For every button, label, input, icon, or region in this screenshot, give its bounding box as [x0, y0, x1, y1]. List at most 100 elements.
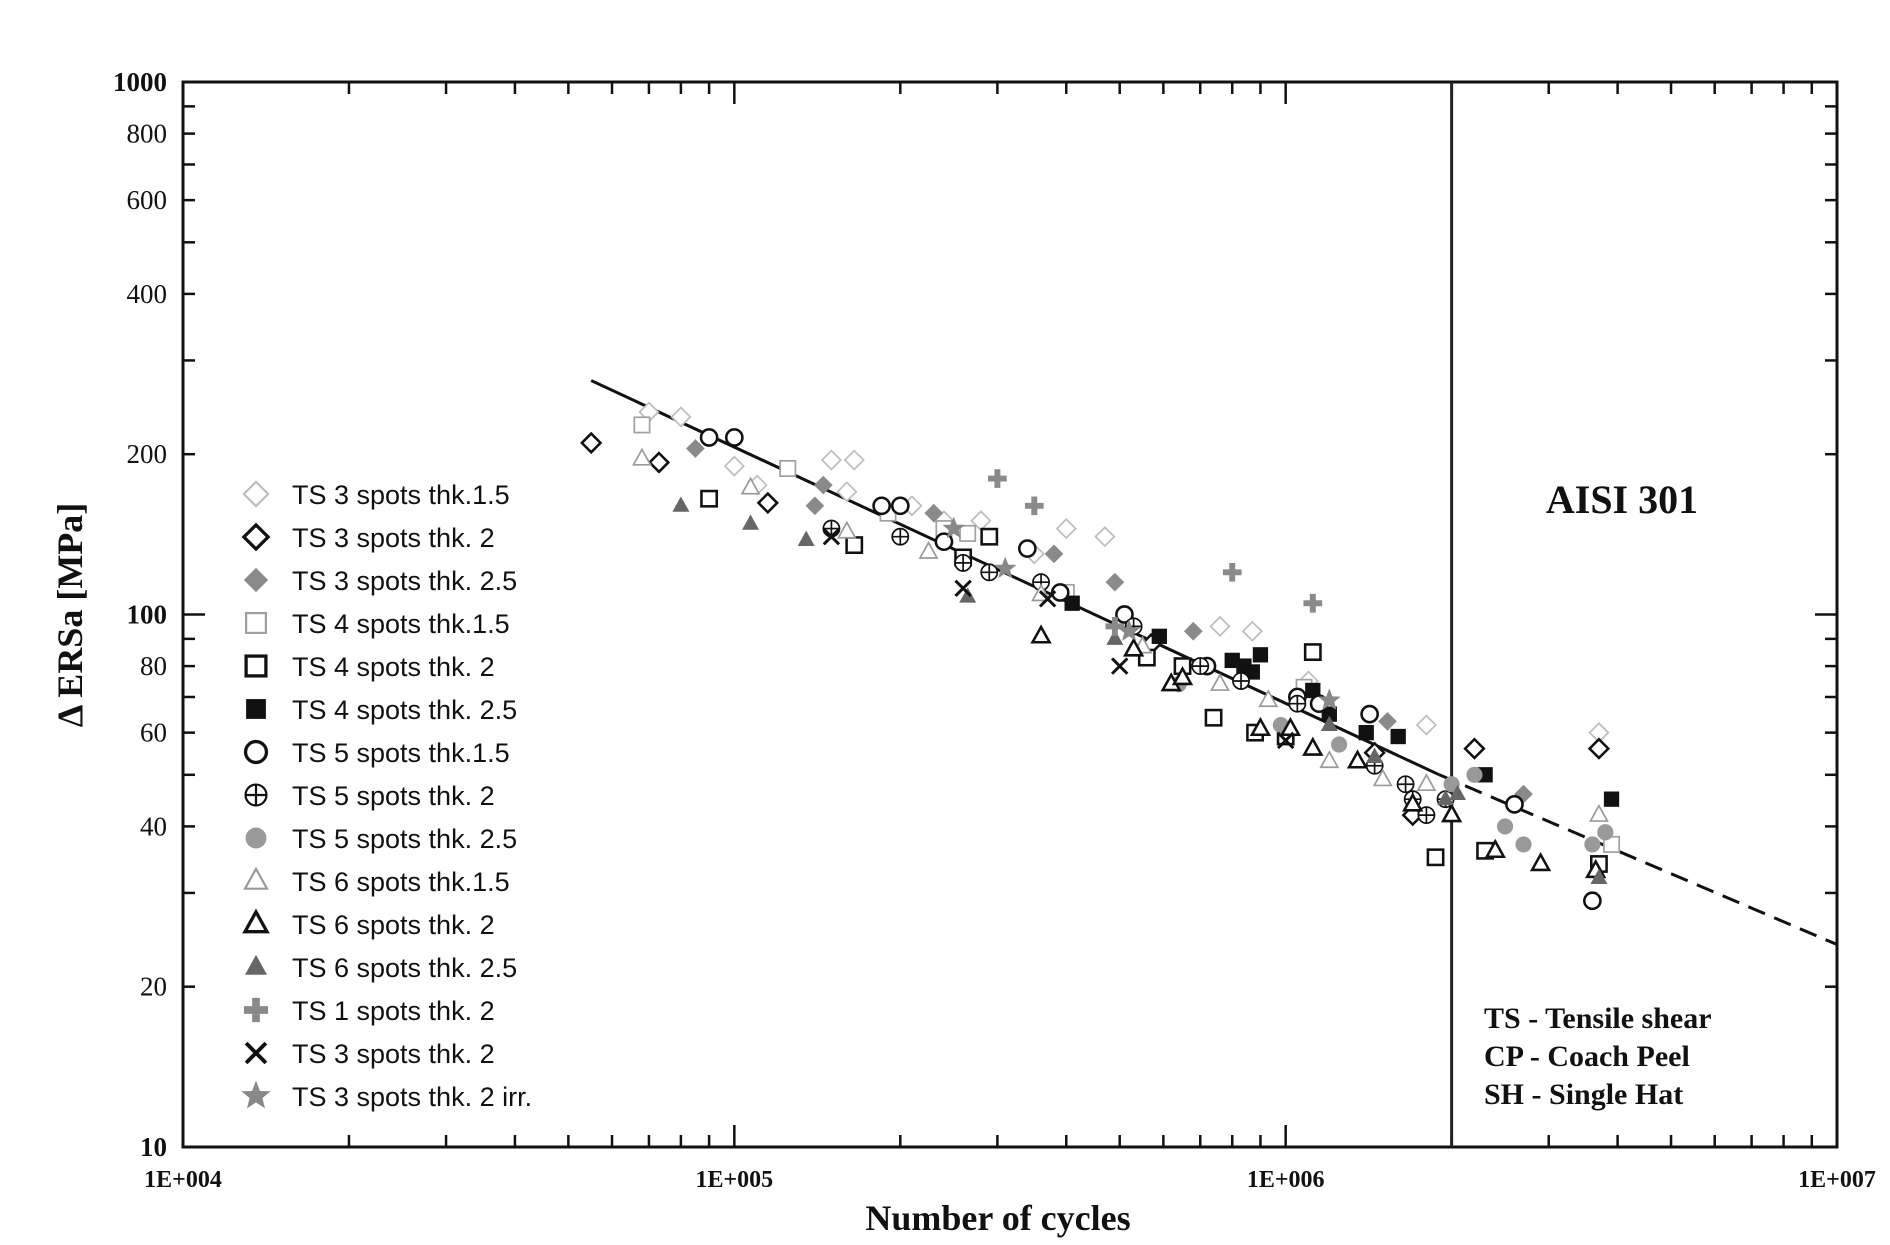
data-point: [872, 496, 891, 516]
data-point: [1583, 891, 1602, 911]
data-point: [1303, 593, 1323, 613]
legend-marker: [246, 699, 266, 719]
data-point: [757, 492, 779, 514]
data-point: [797, 530, 815, 546]
legend-marker: [242, 480, 270, 508]
data-point: [670, 406, 692, 428]
legend-label: TS 1 spots thk. 2: [292, 996, 495, 1026]
x-tick-labels: 1E+004 1E+005 1E+006 1E+007: [144, 1167, 1876, 1193]
series-1: [638, 401, 1610, 743]
legend-marker: [244, 1041, 268, 1065]
legend-marker: [242, 523, 270, 551]
data-point: [980, 563, 999, 582]
data-point: [1094, 526, 1116, 547]
data-point: [1018, 539, 1037, 558]
legend-label: TS 6 spots thk. 2.5: [292, 953, 517, 983]
data-point: [724, 428, 744, 447]
legend-label: TS 3 spots thk. 2: [292, 1039, 495, 1069]
data-point: [836, 481, 858, 502]
x-tick-label: 1E+007: [1798, 1167, 1876, 1193]
legend-marker: [245, 954, 267, 975]
data-point: [822, 519, 841, 538]
legend-item: TS 4 spots thk. 2.5: [246, 695, 517, 725]
data-point: [1303, 737, 1323, 756]
legend-item: TS 5 spots thk. 2.5: [245, 824, 517, 854]
data-point: [699, 428, 719, 447]
data-point: [805, 496, 825, 516]
data-point: [1288, 694, 1307, 713]
legend-item: TS 6 spots thk. 2.5: [245, 953, 517, 983]
extrapolation-line: [1438, 773, 1838, 946]
data-point: [632, 448, 652, 466]
data-point: [779, 460, 797, 478]
data-point: [1505, 795, 1524, 814]
data-point: [890, 496, 910, 516]
data-point: [845, 536, 864, 555]
note-sh: SH - Single Hat: [1484, 1078, 1683, 1111]
data-point: [1222, 562, 1242, 582]
data-point: [1378, 712, 1397, 731]
data-point: [980, 527, 999, 546]
legend-marker: [244, 654, 268, 678]
data-point: [580, 432, 602, 454]
y-tick-label: 1000: [113, 67, 167, 97]
x-axis-title: Number of cycles: [865, 1198, 1130, 1238]
legend-marker: [245, 827, 267, 849]
fit-line: [590, 379, 1440, 777]
y-tick-label: 200: [127, 439, 168, 469]
series-5: [700, 489, 1608, 873]
data-point: [1466, 766, 1483, 783]
data-point: [1105, 572, 1125, 592]
series-15: [942, 516, 1341, 710]
legend-marker: [243, 739, 269, 765]
data-point: [988, 469, 1007, 488]
data-point: [1331, 736, 1348, 753]
legend-item: TS 5 spots thk.1.5: [243, 738, 510, 768]
material-label: AISI 301: [1546, 477, 1698, 522]
x-tick-label: 1E+006: [1247, 1167, 1325, 1193]
data-point: [1252, 647, 1269, 663]
data-point: [1515, 836, 1532, 853]
data-point: [724, 455, 745, 477]
data-point: [837, 521, 857, 539]
data-point: [648, 451, 670, 474]
data-point: [1110, 656, 1129, 676]
legend-item: TS 4 spots thk. 2: [244, 652, 495, 682]
legend-label: TS 4 spots thk. 2.5: [292, 695, 517, 725]
legend-marker: [243, 567, 269, 593]
data-point: [1597, 824, 1614, 841]
legend-label: TS 5 spots thk. 2.5: [292, 824, 517, 854]
y-tick-label: 20: [140, 972, 167, 1002]
data-point: [1056, 518, 1077, 539]
legend-label: TS 4 spots thk. 2: [292, 652, 495, 682]
data-point: [1584, 836, 1601, 853]
legend-marker: [244, 783, 268, 807]
axis-ticks: [181, 80, 1839, 1149]
legend-label: TS 6 spots thk.1.5: [292, 867, 510, 897]
x-tick-label: 1E+004: [144, 1167, 222, 1193]
data-point: [1204, 708, 1223, 727]
data-point: [1416, 714, 1437, 736]
legend-label: TS 3 spots thk. 2 irr.: [292, 1082, 532, 1112]
legend-item: TS 4 spots thk.1.5: [245, 609, 510, 639]
series-9: [1170, 676, 1614, 853]
y-tick-label: 400: [127, 279, 168, 309]
series-2: [580, 432, 1610, 826]
data-point: [742, 514, 760, 530]
data-point: [1319, 751, 1339, 769]
data-point: [1360, 704, 1379, 724]
data-point: [1603, 791, 1620, 807]
data-point: [1183, 621, 1203, 641]
legend-label: TS 6 spots thk. 2: [292, 910, 495, 940]
data-point: [1463, 737, 1486, 760]
legend-label: TS 3 spots thk. 2: [292, 523, 495, 553]
data-point: [1588, 737, 1610, 760]
series-6: [1064, 595, 1620, 807]
note-cp: CP - Coach Peel: [1484, 1040, 1690, 1073]
data-point: [954, 553, 973, 572]
data-point: [700, 489, 719, 508]
y-tick-label: 600: [127, 185, 168, 215]
data-point: [1417, 774, 1436, 792]
legend-item: TS 6 spots thk. 2: [243, 910, 495, 940]
